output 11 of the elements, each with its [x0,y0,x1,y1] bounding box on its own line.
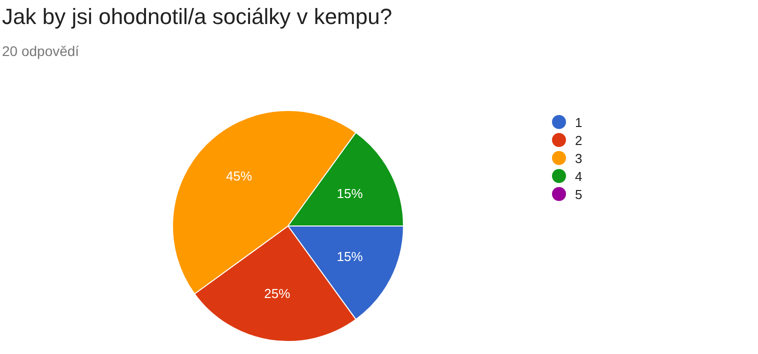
legend-label: 5 [575,186,582,202]
legend-label: 2 [575,132,582,148]
legend-label: 1 [575,114,582,130]
data-label: 15% [336,249,364,264]
data-label: 45% [226,168,252,184]
chart-title: Jak by jsi ohodnotil/a sociálky v kempu? [2,4,392,30]
legend-label: 3 [575,150,582,166]
legend-label: 4 [575,168,582,184]
data-label: 15% [336,186,364,202]
data-label: 25% [264,286,291,302]
text: 20 odpovědí [2,43,80,59]
